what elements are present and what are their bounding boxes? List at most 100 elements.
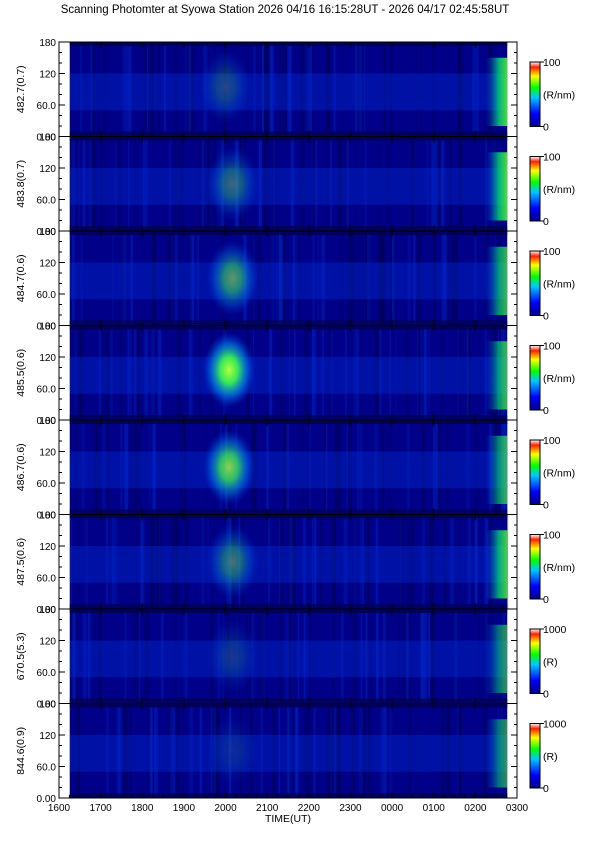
heatmap-streak [351,703,356,798]
heatmap-streak [400,514,403,609]
x-tick-label: 0300 [506,803,529,814]
heatmap-streak [169,703,172,798]
heatmap-streak [302,514,307,609]
heatmap-streak [285,42,288,137]
heatmap-streak [100,325,103,420]
heatmap-streak [151,420,156,515]
heatmap-streak [279,609,283,704]
heatmap-streak [362,514,364,609]
y-tick-label: 60.0 [37,479,57,490]
heatmap-streak [355,42,358,137]
heatmap-streak [368,703,372,798]
y-tick-label: 0.00 [37,605,57,616]
heatmap-streak [297,609,300,704]
heatmap-streak [429,514,434,609]
colorbar-unit-label: (R) [543,751,558,763]
heatmap-streak [292,609,295,704]
heatmap-streak [466,325,469,420]
heatmap-streak [286,420,290,515]
heatmap-streak [154,703,159,798]
heatmap-streak [117,703,122,798]
heatmap-streak [189,703,194,798]
heatmap-base [69,325,508,420]
y-tick-label: 180 [39,322,56,333]
heatmap-streak [333,703,337,798]
heatmap-streak [360,609,363,704]
heatmap-streak [152,325,156,420]
heatmap-band [69,546,508,583]
heatmap-streak [91,609,93,704]
y-tick-label: 180 [39,700,56,711]
heatmap-streak [184,514,189,609]
heatmap-streak [182,703,185,798]
colorbar-max-label: 100 [543,152,561,164]
heatmap-feature [206,145,259,222]
heatmap-streak [174,609,177,704]
heatmap-streak [278,231,283,326]
heatmap-streak [139,420,142,515]
y-tick-label: 180 [39,605,56,616]
heatmap-streak [260,609,264,704]
heatmap-streak [345,136,348,231]
heatmap-edge-glow [485,719,508,788]
heatmap-streak [335,420,338,515]
heatmap-streak [277,231,282,326]
y-tick-label: 120 [39,731,56,742]
colorbar-min-label: 0 [543,689,549,701]
heatmap-streak [437,136,442,231]
heatmap-streak [273,136,275,231]
heatmap-streak [199,703,202,798]
heatmap-streak [157,325,162,420]
heatmap-streak [201,136,204,231]
heatmap-streak [358,42,363,137]
heatmap-streak [128,136,130,231]
heatmap-streak [421,514,425,609]
heatmap-streak [184,514,188,609]
heatmap-streak [72,609,77,704]
heatmap-streak [121,231,126,326]
heatmap-edge-glow [485,624,508,693]
panel-label: 844.6(0.9) [15,727,27,775]
heatmap-streak [183,609,188,704]
heatmap-streak [457,325,459,420]
heatmap-edge-glow [485,152,508,221]
heatmap-streak [114,136,118,231]
colorbar [529,628,541,694]
heatmap-streak [369,609,372,704]
heatmap-streak [435,136,439,231]
heatmap-streak [345,325,347,420]
heatmap-streak [174,136,179,231]
y-tick-label: 120 [39,448,56,459]
heatmap-streak [307,420,309,515]
colorbar-unit-label: (R/nm) [543,373,575,385]
heatmap-streak [74,609,79,704]
heatmap-streak [458,136,461,231]
heatmap-streak [120,420,123,515]
heatmap-streak [122,42,125,137]
heatmap-streak [270,231,275,326]
heatmap-top-row [69,136,508,141]
heatmap-streak [153,703,156,798]
heatmap-streak [312,703,315,798]
heatmap-streak [151,42,154,137]
heatmap-base [69,231,508,326]
x-tick-label: 1900 [173,803,196,814]
heatmap-streak [312,231,315,326]
heatmap-streak [449,136,452,231]
heatmap-streak [94,420,98,515]
heatmap-streak [337,703,341,798]
heatmap-streak [297,231,300,326]
heatmap-top-row [69,703,508,708]
heatmap-streak [326,136,330,231]
heatmap-streak [283,420,286,515]
heatmap-streak [407,420,410,515]
panel-label: 485.5(0.6) [15,349,27,397]
heatmap-streak [168,136,172,231]
heatmap-streak [178,231,181,326]
heatmap-streak [137,325,141,420]
heatmap-streak [416,231,418,326]
heatmap-streak [158,514,160,609]
heatmap-streak [474,514,478,609]
heatmap-streak [75,420,77,515]
heatmap-streak [294,703,298,798]
